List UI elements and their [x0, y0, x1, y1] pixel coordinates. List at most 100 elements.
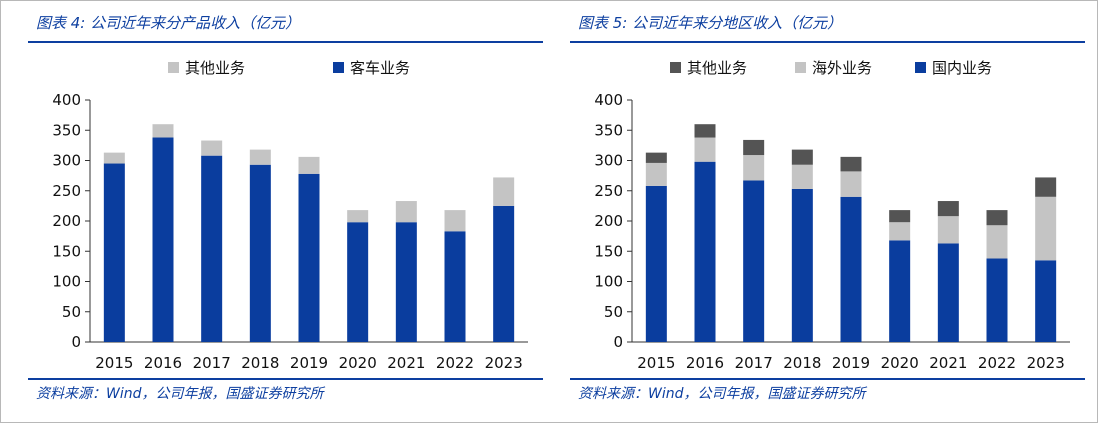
- x-tick-label: 2021: [387, 354, 425, 372]
- x-tick-label: 2019: [290, 354, 328, 372]
- bar-segment: [694, 124, 716, 138]
- chart-title: 图表 5: 公司近年来分地区收入（亿元）: [578, 14, 843, 32]
- bar-segment: [395, 201, 417, 223]
- source-rule: [570, 378, 1085, 380]
- bar-segment: [889, 240, 911, 342]
- legend-label: 客车业务: [350, 59, 410, 77]
- bar-segment: [889, 222, 911, 241]
- y-tick-label: 100: [594, 273, 623, 291]
- y-tick-label: 0: [71, 333, 81, 351]
- bar-segment: [937, 243, 959, 342]
- bar-segment: [201, 155, 223, 342]
- bar-segment: [1035, 196, 1057, 261]
- y-tick-label: 200: [594, 212, 623, 230]
- legend-label: 海外业务: [812, 59, 872, 77]
- legend-swatch: [333, 62, 344, 73]
- bar-segment: [103, 152, 125, 164]
- chart-panel-region: 图表 5: 公司近年来分地区收入（亿元） 其他业务 海外业务 国内业务 0 50 100 1…: [570, 0, 1090, 425]
- legend-swatch: [795, 62, 806, 73]
- bar-segment: [645, 185, 667, 342]
- source-rule: [28, 378, 543, 380]
- bar-segment: [298, 173, 320, 342]
- bar-segment: [840, 196, 862, 342]
- source-note: 资料来源：Wind，公司年报，国盛证券研究所: [578, 386, 866, 402]
- bar-segment: [840, 171, 862, 197]
- bar-segment: [347, 222, 369, 342]
- x-tick-label: 2020: [339, 354, 377, 372]
- bar-segment: [645, 152, 667, 163]
- bar-segment: [152, 137, 174, 342]
- y-tick-label: 400: [594, 91, 623, 109]
- x-tick-label: 2016: [686, 354, 724, 372]
- bar-segment: [743, 155, 765, 181]
- bar-segment: [1035, 260, 1057, 342]
- bar-segment: [791, 188, 813, 342]
- bar-segment: [791, 149, 813, 165]
- bar-segment: [986, 225, 1008, 259]
- x-tick-label: 2018: [241, 354, 279, 372]
- bar-segment: [152, 124, 174, 138]
- bar-segment: [201, 140, 223, 156]
- bar-segment: [493, 177, 515, 206]
- bar-segment: [743, 180, 765, 342]
- bar-segment: [493, 205, 515, 342]
- bar-segment: [298, 156, 320, 174]
- bar-segment: [937, 216, 959, 244]
- x-tick-label: 2017: [735, 354, 773, 372]
- region-revenue-chart: 其他业务 海外业务 国内业务 0 50 100 150 200 250 300 350 400 2015…: [594, 59, 1070, 372]
- bar-segment: [986, 210, 1008, 226]
- x-tick-label: 2022: [978, 354, 1016, 372]
- y-tick-label: 150: [52, 242, 81, 260]
- x-tick-label: 2015: [95, 354, 133, 372]
- bar-segment: [444, 231, 466, 342]
- y-tick-label: 250: [594, 182, 623, 200]
- legend-swatch: [670, 62, 681, 73]
- bar-segment: [986, 258, 1008, 342]
- x-tick-label: 2016: [144, 354, 182, 372]
- title-rule: [570, 41, 1085, 43]
- bar-segment: [694, 161, 716, 342]
- legend-label: 国内业务: [932, 59, 992, 77]
- x-tick-label: 2022: [436, 354, 474, 372]
- bar-segment: [791, 164, 813, 189]
- bar-segment: [395, 222, 417, 342]
- bar-segment: [937, 201, 959, 217]
- y-tick-label: 100: [52, 273, 81, 291]
- bar-segment: [444, 210, 466, 232]
- x-tick-label: 2020: [881, 354, 919, 372]
- bar-segment: [645, 162, 667, 186]
- y-tick-label: 300: [594, 152, 623, 170]
- y-tick-label: 300: [52, 152, 81, 170]
- y-tick-label: 250: [52, 182, 81, 200]
- y-tick-label: 400: [52, 91, 81, 109]
- y-tick-label: 50: [604, 303, 623, 321]
- bar-segment: [694, 137, 716, 162]
- legend-label: 其他业务: [185, 59, 245, 77]
- bar-segment: [840, 156, 862, 172]
- source-note: 资料来源：Wind，公司年报，国盛证券研究所: [36, 386, 324, 402]
- bar-segment: [1035, 177, 1057, 197]
- y-tick-label: 350: [594, 121, 623, 139]
- bar-segment: [743, 139, 765, 156]
- chart-title: 图表 4: 公司近年来分产品收入（亿元）: [36, 14, 301, 32]
- bar-segment: [103, 163, 125, 342]
- x-tick-label: 2018: [783, 354, 821, 372]
- bar-segment: [347, 210, 369, 223]
- chart-panel-product: 图表 4: 公司近年来分产品收入（亿元） 其他业务 客车业务 0 50 100 150 20…: [28, 0, 548, 425]
- x-tick-label: 2021: [929, 354, 967, 372]
- x-tick-label: 2019: [832, 354, 870, 372]
- legend-label: 其他业务: [687, 59, 747, 77]
- y-tick-label: 150: [594, 242, 623, 260]
- bar-segment: [889, 210, 911, 223]
- y-tick-label: 50: [62, 303, 81, 321]
- bar-segment: [249, 164, 271, 342]
- legend-swatch: [168, 62, 179, 73]
- legend-swatch: [915, 62, 926, 73]
- x-tick-label: 2017: [193, 354, 231, 372]
- x-tick-label: 2015: [637, 354, 675, 372]
- title-rule: [28, 41, 543, 43]
- y-tick-label: 200: [52, 212, 81, 230]
- bar-segment: [249, 149, 271, 165]
- x-tick-label: 2023: [485, 354, 523, 372]
